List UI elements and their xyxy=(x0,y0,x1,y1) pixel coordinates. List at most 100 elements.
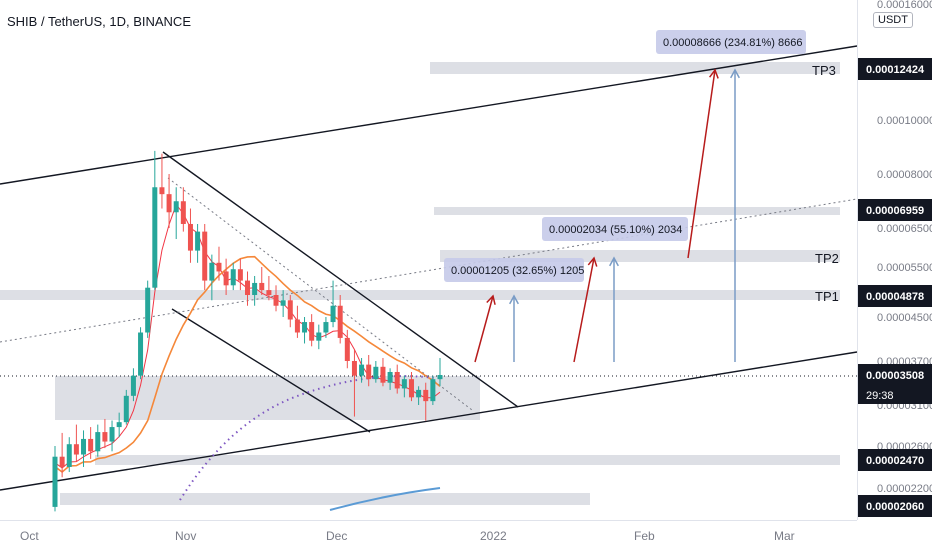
candle-body xyxy=(59,456,65,467)
candle-body xyxy=(273,295,279,306)
candle-body xyxy=(337,305,343,338)
candle-body xyxy=(195,231,201,251)
time-axis-scale: Oct Nov Dec 2022 Feb Mar xyxy=(20,529,795,543)
red-arrow-tp2-head xyxy=(587,256,598,267)
candle-body xyxy=(123,395,129,423)
price-tick-label: 0.00006500 xyxy=(877,223,932,235)
candle-body xyxy=(401,379,407,389)
callout-label: 0.00001205 (32.65%) 1205 xyxy=(451,265,584,277)
candle-body xyxy=(302,322,308,333)
dotted-midline xyxy=(0,198,858,343)
candle-body xyxy=(366,364,372,380)
candle-body xyxy=(209,262,215,281)
candle-body xyxy=(152,187,158,288)
candle-body xyxy=(330,305,336,323)
channel-line-0 xyxy=(0,45,858,185)
symbol-title: SHIB / TetherUS, 1D, BINANCE xyxy=(7,14,191,29)
countdown-label: 29:38 xyxy=(866,390,894,402)
callout-label: 0.00008666 (234.81%) 8666 xyxy=(663,37,802,49)
slow-ma-line xyxy=(54,255,441,473)
dotted-wedge xyxy=(167,177,473,411)
candle-body xyxy=(52,456,58,507)
zone-4 xyxy=(95,455,840,465)
candle-body xyxy=(287,300,293,320)
candle-body xyxy=(259,282,265,291)
candle-body xyxy=(266,290,272,296)
red-arrow-tp3 xyxy=(687,69,716,259)
time-tick-label: Feb xyxy=(634,529,655,543)
blue-arrow-tp3-head xyxy=(730,68,740,79)
red-arrow-tp3-head xyxy=(709,68,719,79)
time-tick-label: Nov xyxy=(175,529,196,543)
candle-body xyxy=(294,319,300,333)
price-label-value: 0.00002060 xyxy=(866,501,924,513)
price-axis-scale: 0.00016000 0.00010000 0.00008000 0.00006500… xyxy=(858,0,932,517)
candle-body xyxy=(130,375,136,396)
candle-body xyxy=(437,375,443,380)
callout-label: 0.00002034 (55.10%) 2034 xyxy=(549,224,682,236)
blue-arrow-tp1-head xyxy=(509,294,519,305)
candle-body xyxy=(88,438,94,452)
candle-body xyxy=(309,322,315,341)
callout-box xyxy=(542,217,688,241)
candle-body xyxy=(316,332,322,341)
candle-body xyxy=(423,389,429,402)
zone-2 xyxy=(0,290,840,300)
price-label-value: 0.00002470 xyxy=(866,455,924,467)
candlestick-series xyxy=(52,150,443,512)
candle-body xyxy=(145,287,151,333)
candle-body xyxy=(116,422,122,428)
currency-badge[interactable]: USDT xyxy=(873,12,913,28)
target-tag-TP1: TP1 xyxy=(815,289,839,304)
callout-box xyxy=(656,30,806,54)
candle-body xyxy=(166,194,172,213)
candle-body xyxy=(237,269,243,281)
candle-body xyxy=(223,271,229,286)
price-label-box xyxy=(858,495,932,517)
candle-body xyxy=(187,223,193,251)
candle-body xyxy=(394,371,400,389)
candle-body xyxy=(138,332,144,376)
candle-body xyxy=(202,231,208,281)
time-tick-label: Dec xyxy=(326,529,347,543)
price-tick-label: 0.00016000 xyxy=(877,0,932,11)
price-axis[interactable]: 0.00016000 0.00010000 0.00008000 0.00006500… xyxy=(857,0,932,520)
trend-channels xyxy=(0,45,858,491)
time-tick-label: Oct xyxy=(20,529,39,543)
zone-1 xyxy=(434,207,840,215)
candle-body xyxy=(81,438,87,455)
candle-body xyxy=(95,432,101,452)
blue-arrow-tp2-head xyxy=(609,256,619,267)
candle-body xyxy=(216,262,222,272)
price-label-value: 0.00006959 xyxy=(866,205,924,217)
price-label-box xyxy=(858,199,932,221)
zone-0 xyxy=(430,62,840,74)
candle-body xyxy=(180,201,186,224)
candle-body xyxy=(351,361,357,376)
price-label-value: 0.00003508 xyxy=(866,370,924,382)
measurement-callouts: 0.00008666 (234.81%) 8666 0.00002034 (55.… xyxy=(444,30,839,304)
channel-line-2 xyxy=(162,151,519,408)
candle-body xyxy=(430,379,436,402)
long-ma-line xyxy=(329,487,441,511)
target-tag-TP3: TP3 xyxy=(812,63,836,78)
channel-line-1 xyxy=(0,351,858,491)
zone-5 xyxy=(60,493,590,505)
red-arrow-tp1-head xyxy=(486,294,496,305)
candle-body xyxy=(109,427,115,442)
price-tick-label: 0.00002200 xyxy=(877,483,932,495)
candle-body xyxy=(173,201,179,213)
time-tick-label: Mar xyxy=(774,529,795,543)
price-label-value: 0.00004878 xyxy=(866,291,924,303)
candle-body xyxy=(373,366,379,380)
price-tick-label: 0.00004500 xyxy=(877,312,932,324)
candle-body xyxy=(344,337,350,361)
time-axis[interactable]: Oct Nov Dec 2022 Feb Mar xyxy=(0,520,857,551)
callout-box xyxy=(444,258,584,282)
candle-body xyxy=(159,187,165,195)
red-arrow-tp2 xyxy=(573,257,595,363)
candle-body xyxy=(380,366,386,383)
price-label-box xyxy=(858,449,932,471)
